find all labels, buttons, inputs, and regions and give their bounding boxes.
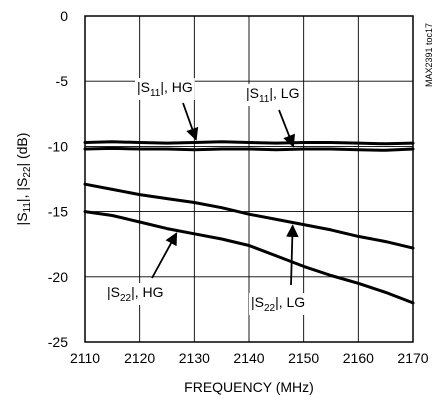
- x-tick-label: 2120: [124, 350, 155, 366]
- annotation-label: |S11|, LG: [246, 85, 299, 105]
- tick-labels: 2110 2120 2130 2140 2150 2160 2170 0 -5 -10 -15 -20…: [48, 8, 429, 366]
- series-line-2: [83, 146, 415, 152]
- annotation-arrow: [286, 224, 299, 286]
- annotation-label: |S11|, HG: [137, 79, 193, 99]
- plot-frame: [84, 15, 414, 343]
- x-tick-label: 2150: [288, 350, 319, 366]
- annotation-arrow: [151, 232, 178, 279]
- series-line-3: [83, 210, 415, 305]
- annotation-label-bg: [105, 283, 166, 305]
- annotation-label-bg: [135, 78, 195, 100]
- annotation-label: |S22|, HG: [107, 284, 164, 304]
- x-tick-label: 2160: [343, 350, 374, 366]
- x-axis-label: FREQUENCY (MHz): [184, 379, 314, 395]
- annotation-arrow: [182, 102, 199, 141]
- y-tick-label: -15: [48, 204, 68, 220]
- series-line-1: [83, 140, 415, 146]
- watermark-label: MAX2391 toc17: [424, 23, 434, 87]
- annotations: |S11|, HG |S11|, LG |S22|, HG |S22|, LG: [105, 78, 308, 315]
- annotation-label: |S22|, LG: [251, 294, 305, 314]
- series-line-4: [83, 182, 415, 250]
- x-tick-label: 2130: [179, 350, 210, 366]
- y-tick-label: -10: [48, 138, 68, 154]
- y-tick-label: 0: [60, 8, 68, 24]
- annotation-label-bg: [244, 84, 302, 106]
- x-tick-label: 2170: [397, 350, 428, 366]
- y-tick-label: -25: [48, 334, 68, 350]
- y-tick-label: -5: [56, 73, 69, 89]
- y-tick-label: -20: [48, 269, 68, 285]
- annotation-arrow: [278, 109, 296, 148]
- series-layer: [83, 140, 415, 305]
- y-axis-label: |S11|, |S22| (dB): [14, 133, 33, 226]
- annotation-label-bg: [249, 293, 308, 315]
- x-tick-label: 2110: [70, 350, 100, 366]
- x-tick-label: 2140: [233, 350, 264, 366]
